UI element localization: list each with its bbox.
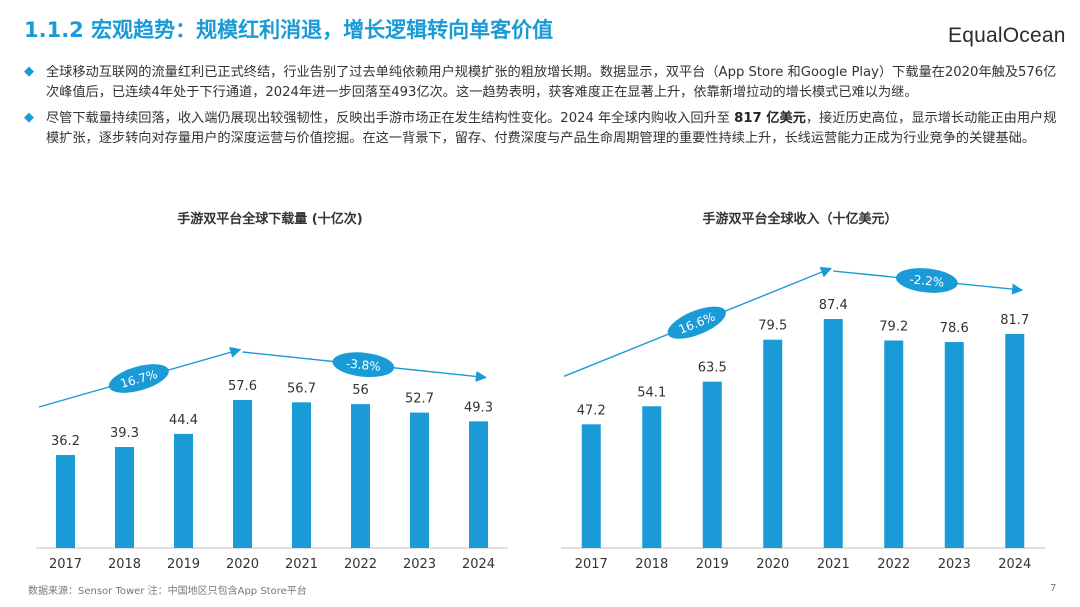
bullet-item: ◆ 尽管下载量持续回落，收入端仍展现出较强韧性，反映出手游市场正在发生结构性变化… bbox=[24, 109, 1064, 149]
bar bbox=[581, 424, 601, 548]
downloads-chart: 手游双平台全球下载量 (十亿次) 36.2 2017 39.3 2018 44.4 201… bbox=[20, 200, 520, 580]
bar bbox=[469, 421, 488, 548]
x-tick-label: 2019 bbox=[696, 557, 729, 572]
bar bbox=[292, 402, 311, 548]
data-label: 52.7 bbox=[405, 392, 434, 407]
x-tick-label: 2021 bbox=[817, 557, 850, 572]
x-tick-label: 2024 bbox=[998, 557, 1031, 572]
revenue-chart-svg: 47.2 2017 54.1 2018 63.5 2019 79.5 2020 87.4 2021… bbox=[561, 266, 1045, 572]
cagr-label: -2.2% bbox=[909, 272, 945, 289]
x-tick-label: 2024 bbox=[462, 557, 495, 572]
x-tick-label: 2023 bbox=[938, 557, 971, 572]
bar bbox=[823, 319, 843, 548]
cagr-label: -3.8% bbox=[345, 356, 381, 374]
x-tick-label: 2017 bbox=[49, 557, 82, 572]
bar bbox=[1005, 333, 1025, 548]
x-tick-label: 2018 bbox=[108, 557, 141, 572]
cagr-badge-pill bbox=[108, 364, 169, 393]
bullet-text-part: ，接近历史高位，显示增长动能正由用户规模扩张，逐步转向对存量用户的深度运营与价值… bbox=[46, 111, 1057, 146]
bar bbox=[115, 447, 134, 548]
bullet-list: ◆ 全球移动互联网的流量红利已正式终结，行业告别了过去单纯依赖用户规模扩张的粗放… bbox=[24, 63, 1064, 155]
x-tick-label: 2020 bbox=[226, 557, 259, 572]
data-label: 49.3 bbox=[464, 400, 493, 415]
data-label: 36.2 bbox=[51, 434, 80, 449]
bullet-text: 全球移动互联网的流量红利已正式终结，行业告别了过去单纯依赖用户规模扩张的粗放增长… bbox=[46, 65, 1057, 100]
bar bbox=[884, 340, 904, 548]
data-label: 79.2 bbox=[879, 319, 908, 334]
cagr-badge: 16.6% bbox=[667, 306, 726, 339]
bar bbox=[56, 454, 75, 548]
bar bbox=[351, 404, 370, 548]
diamond-bullet-icon: ◆ bbox=[24, 64, 34, 79]
data-label: 56 bbox=[352, 383, 369, 398]
equalocean-logo: EqualOcean bbox=[948, 24, 1066, 48]
bar bbox=[763, 339, 783, 548]
data-label: 57.6 bbox=[228, 379, 257, 394]
x-tick-label: 2017 bbox=[575, 557, 608, 572]
source-footnote: 数据来源：Sensor Tower 注：中国地区只包含App Store平台 bbox=[28, 586, 307, 597]
bullet-item: ◆ 全球移动互联网的流量红利已正式终结，行业告别了过去单纯依赖用户规模扩张的粗放… bbox=[24, 63, 1064, 103]
data-label: 63.5 bbox=[698, 361, 727, 376]
bar bbox=[233, 400, 252, 548]
x-tick-label: 2021 bbox=[285, 557, 318, 572]
data-label: 78.6 bbox=[940, 321, 969, 336]
revenue-chart: 手游双平台全球收入（十亿美元） 47.2 2017 54.1 2018 63.5 2019… bbox=[545, 200, 1055, 580]
data-label: 56.7 bbox=[287, 381, 316, 396]
bar bbox=[702, 381, 722, 548]
data-label: 47.2 bbox=[577, 403, 606, 418]
data-label: 39.3 bbox=[110, 426, 139, 441]
downloads-chart-svg: 36.2 2017 39.3 2018 44.4 2019 57.6 2020 56.7 2021… bbox=[36, 346, 508, 572]
page-number: 7 bbox=[1050, 583, 1057, 594]
cagr-badge: -3.8% bbox=[332, 352, 395, 378]
data-label: 54.1 bbox=[637, 385, 666, 400]
bar bbox=[174, 433, 193, 548]
x-tick-label: 2022 bbox=[344, 557, 377, 572]
cagr-badge-pill bbox=[895, 268, 958, 293]
x-tick-label: 2020 bbox=[756, 557, 789, 572]
diamond-bullet-icon: ◆ bbox=[24, 110, 34, 125]
bullet-text-highlight: 817 亿美元 bbox=[734, 111, 806, 126]
x-tick-label: 2019 bbox=[167, 557, 200, 572]
bullet-text-part: 尽管下载量持续回落，收入端仍展现出较强韧性，反映出手游市场正在发生结构性变化。2… bbox=[46, 111, 735, 126]
bullet-text: 尽管下载量持续回落，收入端仍展现出较强韧性，反映出手游市场正在发生结构性变化。2… bbox=[46, 109, 1064, 149]
x-tick-label: 2018 bbox=[635, 557, 668, 572]
page-title: 1.1.2 宏观趋势：规模红利消退，增长逻辑转向单客价值 bbox=[24, 18, 554, 42]
x-tick-label: 2023 bbox=[403, 557, 436, 572]
data-label: 81.7 bbox=[1000, 313, 1029, 328]
cagr-badge-pill bbox=[332, 352, 395, 378]
cagr-badge: 16.7% bbox=[108, 364, 169, 393]
bar bbox=[642, 406, 662, 548]
x-tick-label: 2022 bbox=[877, 557, 910, 572]
chart-title: 手游双平台全球下载量 (十亿次) bbox=[177, 212, 363, 227]
logo-text: EqualOcean bbox=[948, 24, 1066, 47]
data-label: 44.4 bbox=[169, 413, 198, 428]
data-label: 79.5 bbox=[758, 319, 787, 334]
cagr-badge: -2.2% bbox=[895, 268, 958, 293]
data-label: 87.4 bbox=[819, 298, 848, 313]
bar bbox=[944, 342, 964, 548]
chart-title: 手游双平台全球收入（十亿美元） bbox=[702, 212, 898, 227]
cagr-badge-pill bbox=[667, 306, 726, 339]
bar bbox=[410, 412, 429, 548]
